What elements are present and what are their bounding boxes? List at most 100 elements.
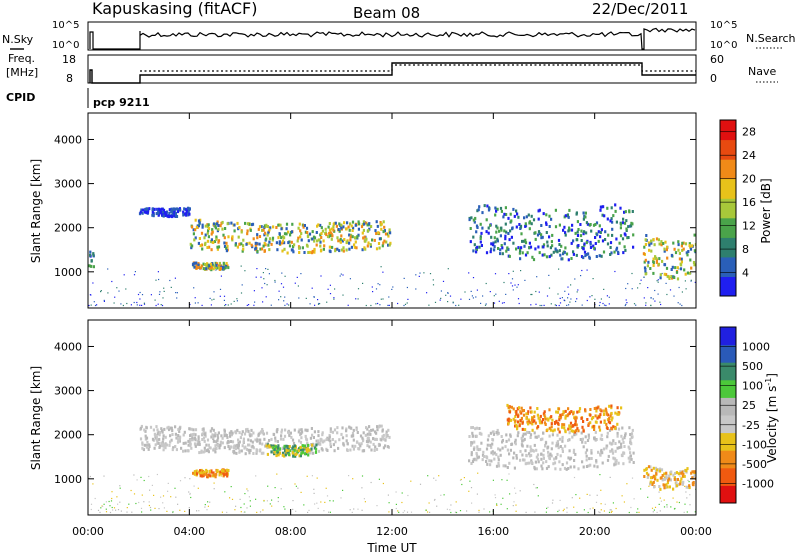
echo-cell xyxy=(545,221,548,225)
echo-cell xyxy=(182,210,185,214)
echo-speckle xyxy=(89,475,91,478)
echo-speckle xyxy=(122,304,124,307)
echo-speckle xyxy=(610,509,612,511)
echo-speckle xyxy=(690,280,692,282)
echo-cell xyxy=(623,451,626,455)
echo-cell xyxy=(157,211,160,215)
nsky-tick-bottom: 10^0 xyxy=(52,40,79,51)
echo-speckle xyxy=(138,501,140,504)
echo-speckle xyxy=(149,489,151,491)
echo-cell xyxy=(473,440,476,444)
echo-cell xyxy=(369,440,372,444)
echo-cell xyxy=(165,443,169,447)
echo-cell xyxy=(599,231,602,234)
echo-cell xyxy=(559,445,562,448)
echo-cell xyxy=(161,440,164,444)
echo-speckle xyxy=(506,508,508,510)
echo-speckle xyxy=(227,304,229,306)
echo-cell xyxy=(616,412,619,416)
echo-speckle xyxy=(100,290,102,292)
power-colorbar-swatch xyxy=(720,159,736,180)
velocity-colorbar-swatch xyxy=(720,344,736,363)
echo-speckle xyxy=(284,296,286,298)
echo-cell xyxy=(623,436,626,440)
echo-cell xyxy=(388,435,391,439)
echo-cell xyxy=(496,239,499,243)
echo-speckle xyxy=(184,510,186,512)
echo-cell xyxy=(230,430,233,434)
echo-speckle xyxy=(592,507,594,509)
echo-speckle xyxy=(513,501,515,503)
echo-cell xyxy=(510,235,513,239)
echo-speckle xyxy=(163,507,165,509)
echo-cell xyxy=(584,441,587,445)
echo-cell xyxy=(582,465,585,469)
echo-cell xyxy=(520,436,523,440)
echo-cell xyxy=(592,223,596,227)
echo-cell xyxy=(89,253,92,257)
echo-cell xyxy=(274,439,277,443)
echo-cell xyxy=(472,447,476,451)
echo-cell xyxy=(524,222,527,226)
echo-cell xyxy=(489,463,492,467)
echo-speckle xyxy=(684,485,686,487)
echo-cell xyxy=(486,438,490,442)
echo-cell xyxy=(527,420,530,424)
echo-cell xyxy=(503,242,506,246)
echo-cell xyxy=(161,444,164,448)
echo-cell xyxy=(382,220,385,224)
echo-cell xyxy=(161,213,164,217)
echo-speckle xyxy=(261,287,263,289)
echo-cell xyxy=(614,203,617,207)
echo-speckle xyxy=(103,503,105,505)
echo-cell xyxy=(533,415,536,419)
echo-cell xyxy=(554,208,557,212)
echo-cell xyxy=(255,451,258,455)
echo-speckle xyxy=(427,511,429,513)
echo-cell xyxy=(585,221,588,225)
echo-cell xyxy=(208,264,211,268)
echo-cell xyxy=(206,223,209,227)
freq-label: Freq. xyxy=(8,52,35,65)
echo-speckle xyxy=(562,510,564,512)
echo-cell xyxy=(284,428,287,432)
echo-cell xyxy=(582,429,585,433)
echo-cell xyxy=(266,452,269,456)
echo-speckle xyxy=(501,302,504,304)
echo-cell xyxy=(561,425,564,429)
echo-cell xyxy=(655,472,658,476)
echo-cell xyxy=(352,226,355,230)
echo-cell xyxy=(606,427,609,430)
echo-speckle xyxy=(530,304,532,306)
echo-cell xyxy=(599,205,602,209)
echo-cell xyxy=(524,432,527,436)
echo-cell xyxy=(564,444,567,448)
echo-cell xyxy=(269,226,272,230)
echo-cell xyxy=(537,230,541,234)
echo-speckle xyxy=(236,298,238,300)
echo-cell xyxy=(194,433,197,437)
echo-cell xyxy=(512,417,515,421)
echo-cell xyxy=(358,442,361,446)
echo-cell xyxy=(305,450,308,454)
echo-cell xyxy=(191,438,194,442)
echo-cell xyxy=(308,250,311,254)
echo-speckle xyxy=(537,495,539,497)
echo-cell xyxy=(489,443,492,447)
echo-cell xyxy=(680,244,683,248)
echo-cell xyxy=(479,235,482,239)
echo-cell xyxy=(631,428,634,432)
echo-cell xyxy=(660,468,664,472)
echo-cell xyxy=(177,438,180,442)
echo-cell xyxy=(162,448,165,452)
echo-speckle xyxy=(204,506,206,508)
echo-cell xyxy=(505,230,508,234)
echo-cell xyxy=(545,223,548,226)
echo-speckle xyxy=(219,288,222,290)
echo-speckle xyxy=(136,304,138,306)
echo-cell xyxy=(220,469,224,472)
echo-speckle xyxy=(598,304,601,307)
echo-cell xyxy=(472,249,475,253)
echo-cell xyxy=(663,472,666,476)
